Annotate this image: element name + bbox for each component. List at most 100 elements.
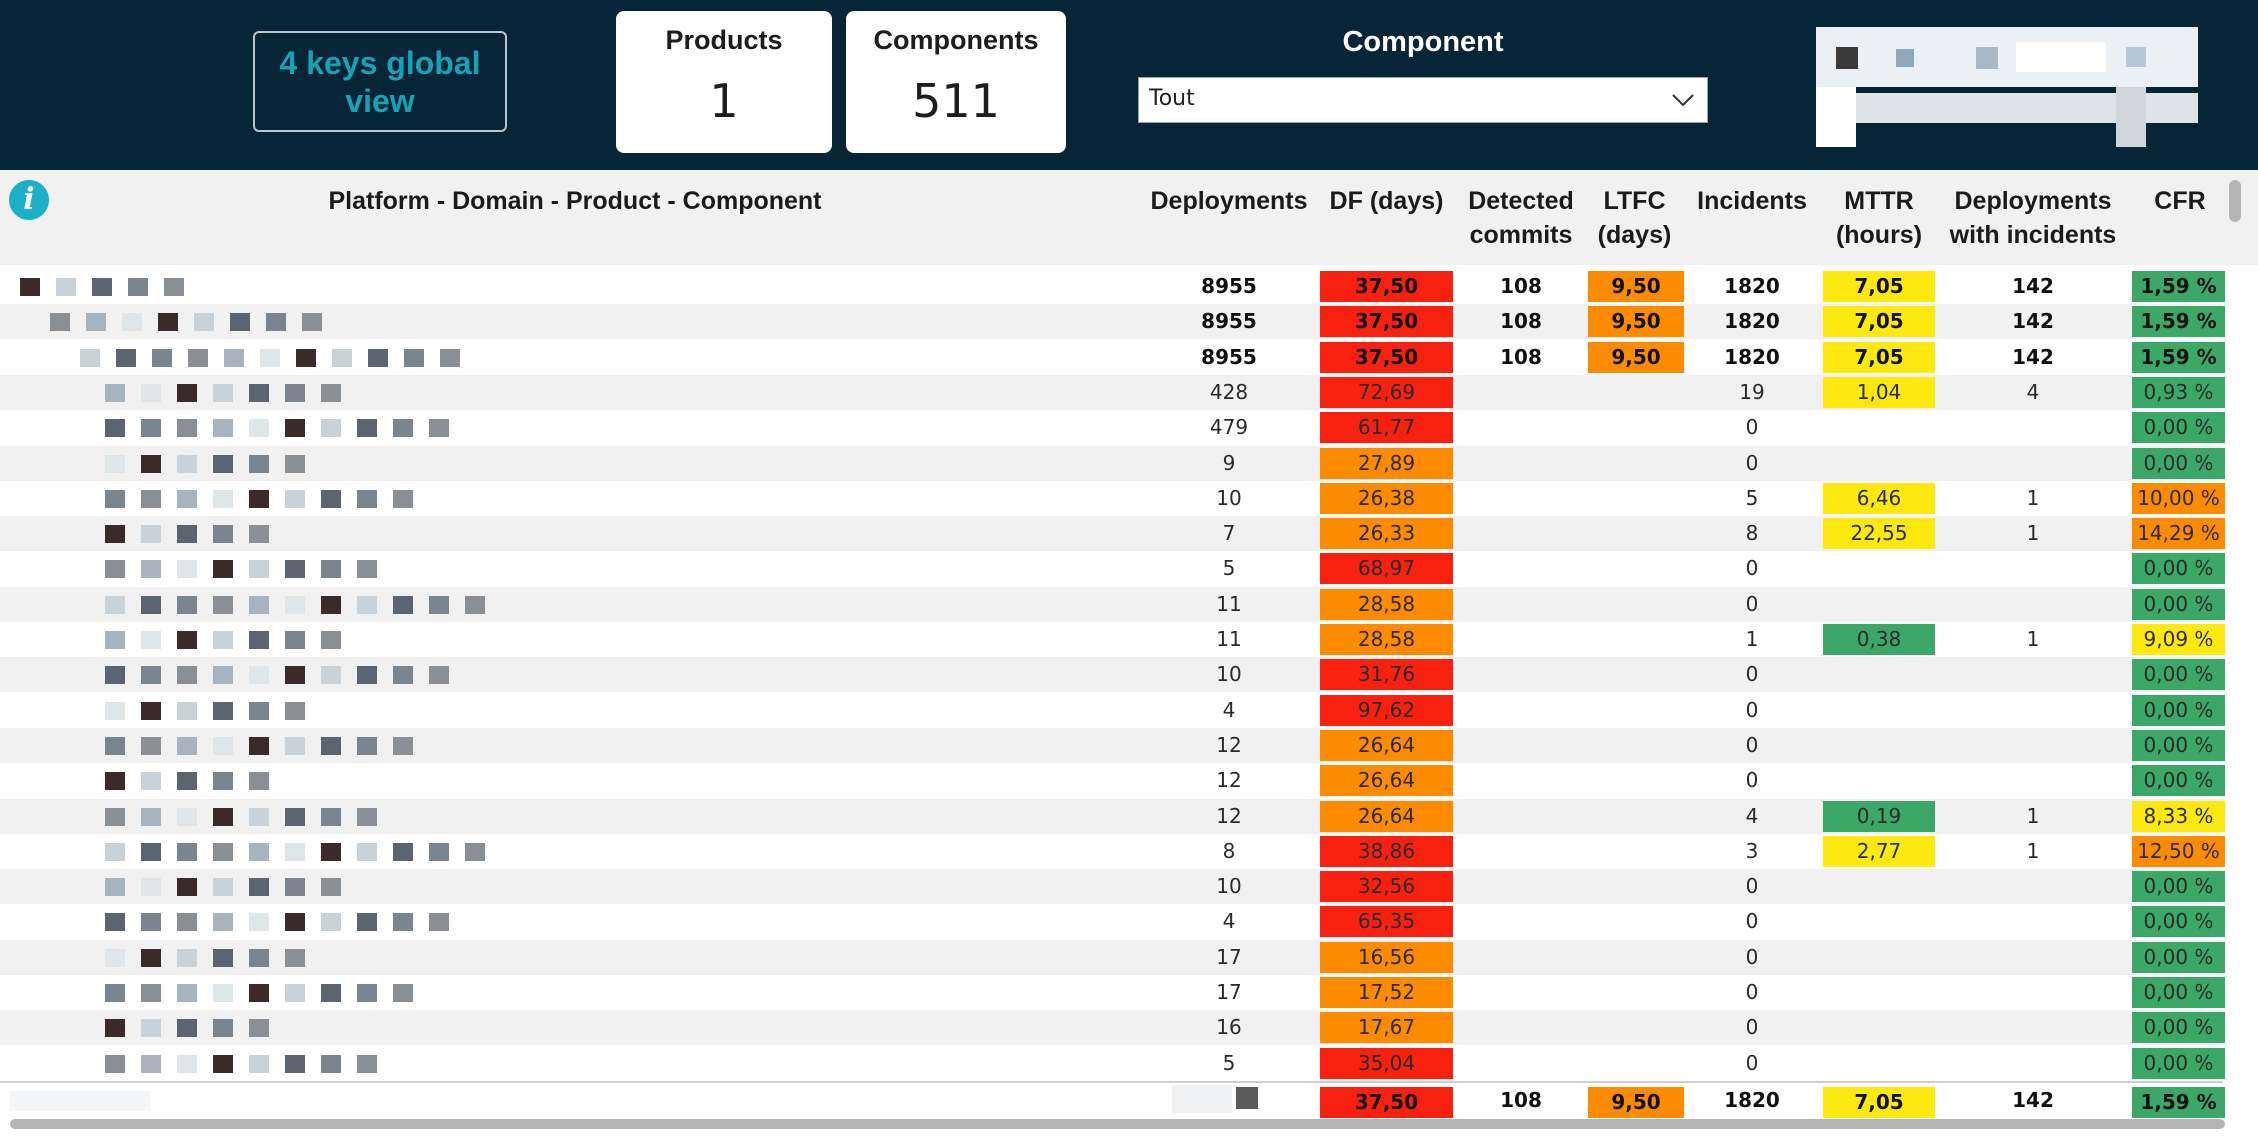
incidents-cell: 3 — [1745, 838, 1759, 863]
cfr-cell: 0,00 % — [2132, 765, 2225, 797]
redaction-block — [285, 878, 305, 897]
table-row[interactable]: 12 26,64 0 0,00 % — [0, 763, 2225, 799]
df-cell: 26,64 — [1320, 800, 1453, 832]
cfr-cell: 9,09 % — [2132, 624, 2225, 655]
deployments-with-incidents-cell: 1 — [2026, 627, 2040, 651]
mttr-cell: 7,05 — [1823, 271, 1935, 302]
mttr-cell — [1823, 693, 1935, 728]
redacted-total-label — [10, 1091, 150, 1111]
table-row[interactable]: 8 38,86 3 2,77 1 12,50 % — [0, 833, 2225, 869]
redaction-block — [266, 313, 286, 332]
redacted-total-deployments-mark — [1236, 1087, 1258, 1109]
table-row[interactable]: 5 35,04 0 0,00 % — [0, 1045, 2225, 1081]
component-filter-label: Component — [1342, 26, 1504, 58]
cfr-cell: 1,59 % — [2132, 306, 2225, 338]
redaction-block — [213, 842, 233, 861]
redaction-block — [321, 878, 341, 897]
redaction-block — [429, 666, 449, 685]
deployments-with-incidents-cell — [1940, 975, 2126, 1010]
redaction-block — [177, 878, 197, 897]
table-row[interactable]: 17 17,52 0 0,00 % — [0, 975, 2225, 1010]
horizontal-scrollbar[interactable] — [10, 1119, 2225, 1129]
table-row[interactable]: 8955 37,50 108 9,50 1820 7,05 142 1,59 % — [0, 269, 2225, 304]
redaction-block — [141, 913, 161, 932]
incidents-cell: 0 — [1745, 591, 1759, 616]
redaction-block — [321, 631, 341, 649]
redacted-user-info — [1816, 27, 2198, 147]
ltfc-cell — [1588, 799, 1684, 834]
column-header-cfr[interactable]: CFR — [2154, 187, 2206, 215]
table-row[interactable]: 10 31,76 0 0,00 % — [0, 657, 2225, 693]
deployments-cell: 12 — [1216, 768, 1242, 793]
table-row[interactable]: 10 32,56 0 0,00 % — [0, 869, 2225, 905]
total-deployments-with-incidents-cell: 142 — [2012, 1088, 2054, 1112]
redaction-block — [285, 454, 305, 473]
ltfc-cell — [1588, 904, 1684, 939]
redaction-block — [177, 1019, 197, 1038]
redaction-block — [321, 736, 341, 755]
redaction-block — [213, 736, 233, 755]
incidents-cell: 1820 — [1724, 344, 1780, 369]
table-row[interactable]: 9 27,89 0 0,00 % — [0, 445, 2225, 481]
column-header-deployments-with-incidents[interactable]: Deployments with incidents — [1949, 187, 2117, 249]
ltfc-cell: 9,50 — [1588, 341, 1684, 373]
component-dropdown[interactable]: Tout — [1138, 77, 1708, 123]
column-header-deployments[interactable]: Deployments — [1150, 187, 1308, 215]
table-row[interactable]: 4 65,35 0 0,00 % — [0, 904, 2225, 940]
table-row[interactable]: 12 26,64 0 0,00 % — [0, 727, 2225, 763]
cfr-cell: 1,59 % — [2132, 341, 2225, 373]
column-header-ltfc[interactable]: LTFC (days) — [1597, 187, 1672, 249]
redaction-block — [357, 736, 377, 755]
cfr-cell: 0,00 % — [2132, 941, 2225, 973]
table-row[interactable]: 5 68,97 0 0,00 % — [0, 551, 2225, 587]
table-row[interactable]: 11 28,58 1 0,38 1 9,09 % — [0, 622, 2225, 657]
table-row[interactable]: 11 28,58 0 0,00 % — [0, 586, 2225, 622]
cfr-cell: 12,50 % — [2132, 835, 2225, 867]
table-total-row: 37,50 108 9,50 1820 7,05 142 1,59 % — [0, 1081, 2225, 1121]
table-row[interactable]: 4 97,62 0 0,00 % — [0, 692, 2225, 728]
cfr-cell: 8,33 % — [2132, 800, 2225, 832]
table-row[interactable]: 479 61,77 0 0,00 % — [0, 410, 2225, 446]
vertical-scrollbar[interactable] — [2229, 180, 2241, 222]
redaction-block — [213, 1019, 233, 1038]
column-header-incidents[interactable]: Incidents — [1697, 187, 1807, 215]
df-cell: 37,50 — [1320, 306, 1453, 338]
redaction-block — [213, 878, 233, 897]
table-row[interactable]: 7 26,33 8 22,55 1 14,29 % — [0, 516, 2225, 552]
redaction-block — [141, 525, 161, 544]
ltfc-cell — [1588, 940, 1684, 975]
deployments-with-incidents-cell — [1940, 657, 2126, 692]
global-view-button[interactable]: 4 keys global view — [253, 31, 507, 132]
column-header-df[interactable]: DF (days) — [1329, 187, 1444, 215]
redaction-block — [393, 913, 413, 932]
column-header-mttr[interactable]: MTTR (hours) — [1835, 187, 1923, 249]
deployments-with-incidents-cell: 142 — [2012, 274, 2054, 298]
table-row[interactable]: 12 26,64 4 0,19 1 8,33 % — [0, 798, 2225, 834]
detected-commits-cell — [1456, 622, 1586, 657]
df-cell: 17,67 — [1320, 1012, 1453, 1044]
table-row[interactable]: 16 17,67 0 0,00 % — [0, 1010, 2225, 1046]
redaction-block — [285, 489, 305, 508]
df-cell: 26,64 — [1320, 765, 1453, 797]
redaction-block — [393, 489, 413, 508]
table-row[interactable]: 8955 37,50 108 9,50 1820 7,05 142 1,59 % — [0, 339, 2225, 375]
cfr-cell: 0,00 % — [2132, 1047, 2225, 1079]
table-row[interactable]: 17 16,56 0 0,00 % — [0, 939, 2225, 975]
table-row[interactable]: 10 26,38 5 6,46 1 10,00 % — [0, 480, 2225, 516]
deployments-cell: 4 — [1222, 909, 1236, 934]
column-header-detected-commits[interactable]: Detected commits — [1468, 187, 1574, 249]
info-icon[interactable]: i — [7, 178, 51, 222]
redaction-block — [158, 313, 178, 332]
redaction-block — [321, 383, 341, 402]
table-row[interactable]: 428 72,69 19 1,04 4 0,93 % — [0, 374, 2225, 410]
deployments-with-incidents-cell — [1940, 1046, 2126, 1081]
ltfc-cell — [1588, 622, 1684, 657]
table-row[interactable]: 8955 37,50 108 9,50 1820 7,05 142 1,59 % — [0, 304, 2225, 340]
redaction-block — [357, 984, 377, 1002]
redaction-block — [141, 1054, 161, 1073]
redaction-block — [321, 560, 341, 579]
detected-commits-cell — [1456, 481, 1586, 516]
df-cell: 37,50 — [1320, 341, 1453, 373]
redaction-block — [116, 348, 136, 367]
column-header-name[interactable]: Platform - Domain - Product - Component — [328, 187, 822, 215]
